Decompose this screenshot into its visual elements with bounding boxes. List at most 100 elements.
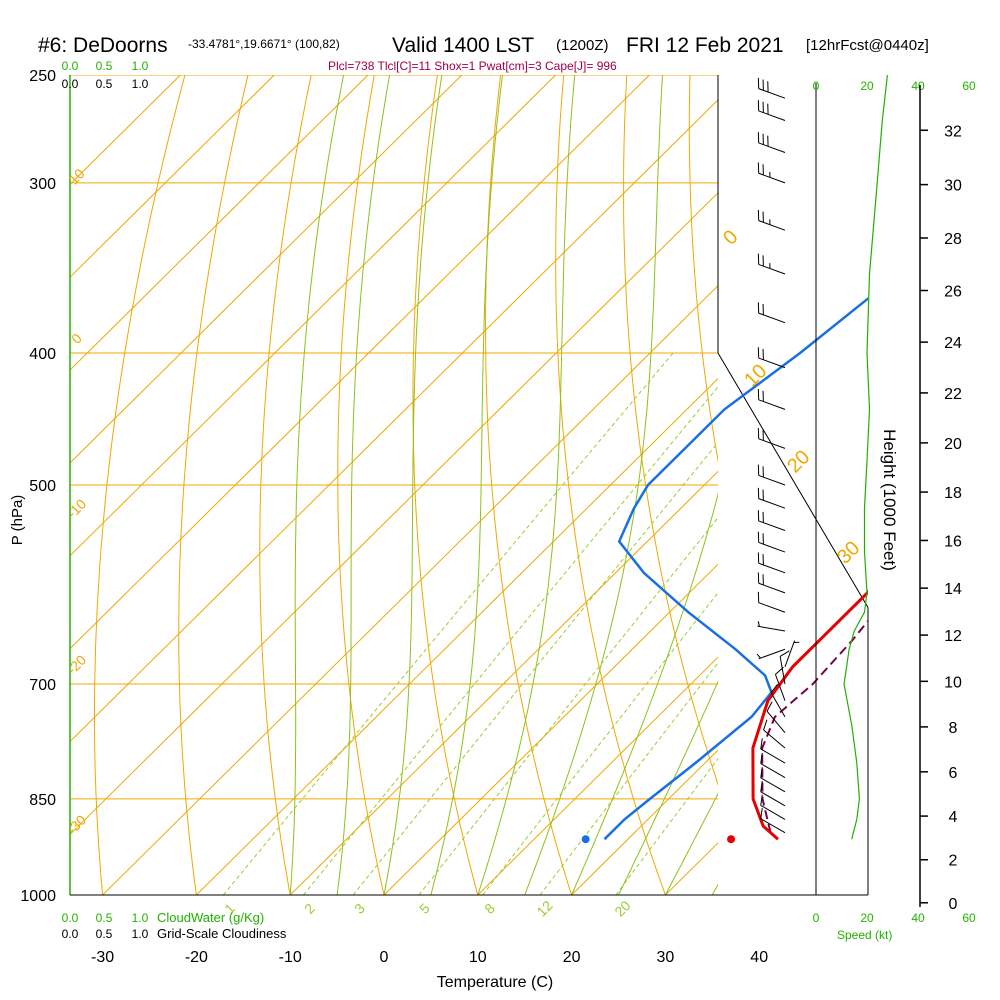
wind-barb-staff (760, 777, 786, 793)
mixing-ratio-line (615, 757, 718, 895)
wind-barb-feather (760, 752, 763, 764)
wind-barb (757, 302, 786, 324)
height-tick-label: 12 (944, 628, 962, 645)
wind-barb (757, 162, 786, 184)
wind-barb-staff (758, 602, 786, 613)
speed-tick-label-bottom: 60 (962, 911, 976, 925)
dry-adiabat-line (816, 75, 1000, 895)
pressure-tick-label: 700 (29, 677, 56, 694)
wind-barb-feather (760, 807, 763, 819)
wind-barb (757, 572, 786, 594)
height-tick-label: 8 (949, 720, 958, 737)
isotherm-line (70, 75, 463, 464)
height-tick-label: 20 (944, 436, 962, 453)
mixing-ratio-label: 3 (351, 900, 368, 917)
speed-tick-label-bottom: 0 (813, 911, 820, 925)
speed-tick-label-top: 0 (813, 79, 820, 93)
height-tick-label: 6 (949, 765, 958, 782)
zulu-time: (1200Z) (556, 37, 609, 54)
isotherm-line (477, 656, 718, 895)
height-tick-label: 24 (944, 335, 962, 352)
speed-tick-label-bottom: 20 (860, 911, 874, 925)
wind-barb (757, 552, 786, 574)
height-tick-label: 30 (944, 178, 962, 195)
wind-barb-staff (760, 748, 786, 764)
isotherm-label: 0 (719, 226, 742, 249)
wind-barb-staff (758, 142, 786, 153)
wind-barb-staff (758, 498, 786, 509)
surface-temperature-dot (727, 835, 736, 844)
height-tick-label: 26 (944, 284, 962, 301)
wind-barb-staff (758, 263, 786, 275)
temperature-tick-label: -20 (185, 949, 208, 966)
wind-barb-feather (766, 701, 773, 712)
mixing-ratio-label: 5 (416, 900, 433, 917)
wind-barb (757, 428, 786, 449)
height-axis-title: Height (1000 Feet) (880, 429, 899, 571)
moist-adiabat-line (383, 75, 443, 895)
wind-barb-staff (779, 656, 786, 685)
wind-barb-staff (758, 357, 786, 369)
wind-barb (757, 253, 786, 275)
temperature-tick-label: -30 (91, 949, 114, 966)
diagonal-frame-line (717, 352, 869, 608)
wind-barb (757, 487, 786, 509)
height-tick-label: 22 (944, 386, 962, 403)
mixing-ratio-line (303, 386, 718, 895)
speed-tick-label-bottom: 40 (911, 911, 925, 925)
wind-barb-staff (758, 312, 786, 324)
isotherm-label: 10 (740, 360, 771, 391)
wind-barb-staff (758, 88, 786, 99)
height-tick-label: 28 (944, 231, 962, 248)
speed-tick-label-top: 60 (962, 79, 976, 93)
cloud-water-scale-bottom: 0.5 (96, 911, 113, 925)
isotherm-line (70, 75, 275, 278)
dry-adiabat-line (94, 75, 186, 895)
wind-barb-staff (774, 674, 786, 701)
wind-barb-staff (758, 172, 786, 184)
wind-barb (757, 389, 786, 410)
mixing-ratio-line (539, 662, 718, 895)
temperature-tick-label: 20 (563, 949, 581, 966)
wind-barb-feather (760, 794, 763, 806)
wind-barb (760, 767, 786, 793)
cloudiness-scale-bottom: 0.5 (96, 927, 113, 941)
height-tick-label: 10 (944, 674, 962, 691)
surface-dewpoint-dot (581, 835, 590, 844)
wind-barb (757, 591, 786, 613)
pressure-tick-label: 300 (29, 176, 56, 193)
wind-barb-staff (758, 562, 786, 574)
moist-adiabat-line (289, 75, 345, 895)
wind-barb-half-feather (757, 621, 760, 627)
wind-barb-staff (760, 818, 786, 834)
wind-barb (770, 683, 786, 718)
station-title: #6: DeDoorns (38, 34, 168, 57)
isotherm-label: 30 (833, 537, 864, 568)
height-tick-label: 16 (944, 533, 962, 550)
isotherm-line (70, 75, 369, 371)
mixing-ratio-line (482, 591, 718, 895)
wind-barb-staff (758, 399, 786, 410)
speed-tick-label-top: 20 (860, 79, 874, 93)
wind-barb-feather (770, 683, 779, 693)
wind-barb-feather (763, 719, 768, 731)
pressure-tick-label: 250 (29, 68, 56, 85)
dry-adiabat-line (178, 75, 249, 895)
temperature-trace (751, 589, 868, 841)
speed-tick-label-top: 40 (911, 79, 925, 93)
mixing-ratio-label: 2 (301, 900, 318, 917)
wind-barb-staff (758, 541, 786, 553)
isotherm-label: -10 (64, 496, 90, 522)
wind-barb-staff (758, 520, 786, 531)
wind-barb (756, 648, 786, 660)
wind-barb-feather (779, 650, 790, 657)
wind-barb-feather (760, 767, 763, 778)
wind-barb-staff (757, 625, 786, 632)
moist-adiabat-line (336, 75, 391, 895)
wind-barb (760, 738, 786, 764)
cloud-water-label: CloudWater (g/Kg) (157, 910, 264, 925)
dry-adiabat-line (259, 75, 312, 895)
moist-adiabat-line (430, 75, 503, 895)
